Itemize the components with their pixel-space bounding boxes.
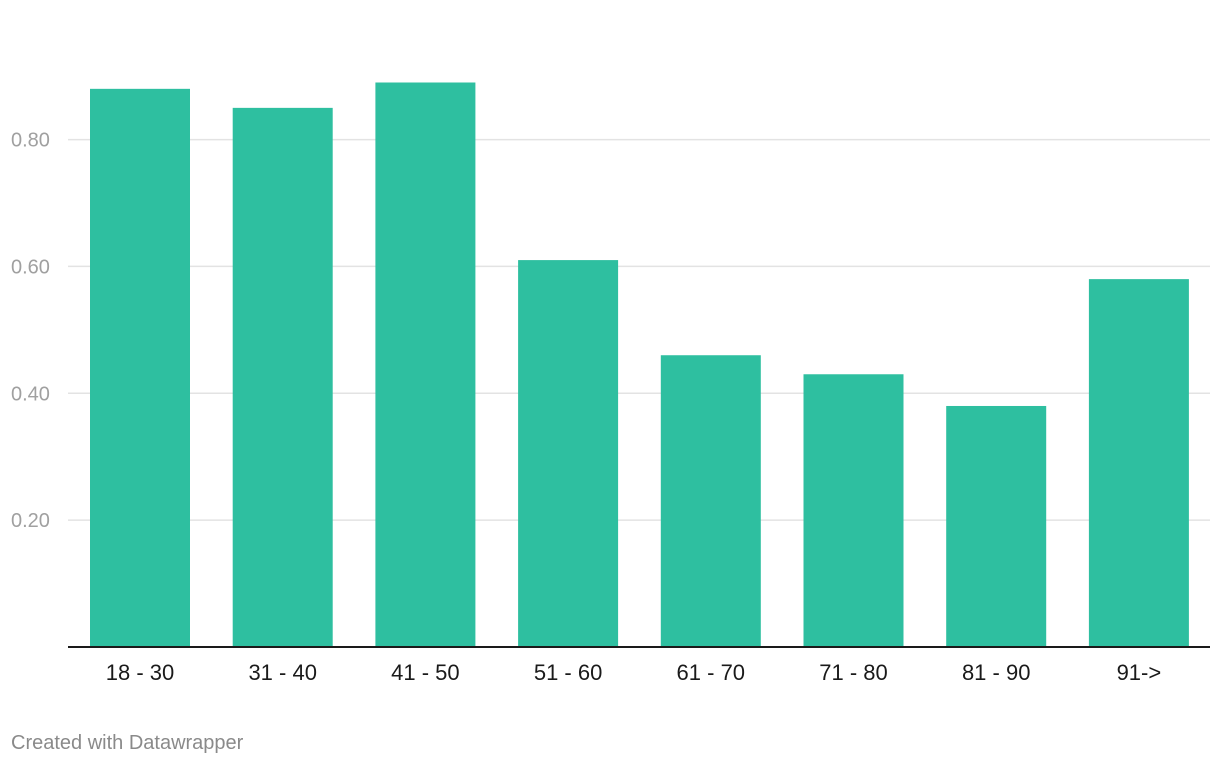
bar <box>375 82 476 648</box>
x-tick-label: 51 - 60 <box>534 660 603 685</box>
bar <box>90 88 190 647</box>
bar <box>232 107 333 647</box>
y-tick-label: 0.80 <box>11 130 50 152</box>
x-tick-label: 41 - 50 <box>391 660 460 685</box>
bar-chart: 0.20 0.40 0.60 0.80 18 - 30 31 - 40 41 - 50 51… <box>11 82 1210 685</box>
x-tick-label: 61 - 70 <box>677 660 746 685</box>
bar <box>660 355 761 647</box>
y-tick-labels: 0.20 0.40 0.60 0.80 <box>11 130 50 533</box>
x-tick-label: 91-> <box>1117 660 1162 685</box>
x-tick-label: 81 - 90 <box>962 660 1031 685</box>
y-tick-label: 0.40 <box>11 383 50 405</box>
bar <box>803 374 904 647</box>
x-tick-label: 18 - 30 <box>106 660 175 685</box>
bar <box>946 405 1047 647</box>
y-tick-label: 0.60 <box>11 256 50 278</box>
bar <box>518 260 619 647</box>
bar <box>1088 279 1189 647</box>
y-tick-label: 0.20 <box>11 510 50 532</box>
bars <box>90 82 1189 648</box>
x-tick-label: 31 - 40 <box>248 660 317 685</box>
datawrapper-credit: Created with Datawrapper <box>11 732 244 754</box>
chart-container: 0.20 0.40 0.60 0.80 18 - 30 31 - 40 41 - 50 51… <box>11 82 1210 685</box>
x-tick-label: 71 - 80 <box>819 660 888 685</box>
x-tick-labels: 18 - 30 31 - 40 41 - 50 51 - 60 61 - 70 71 - … <box>106 660 1161 685</box>
